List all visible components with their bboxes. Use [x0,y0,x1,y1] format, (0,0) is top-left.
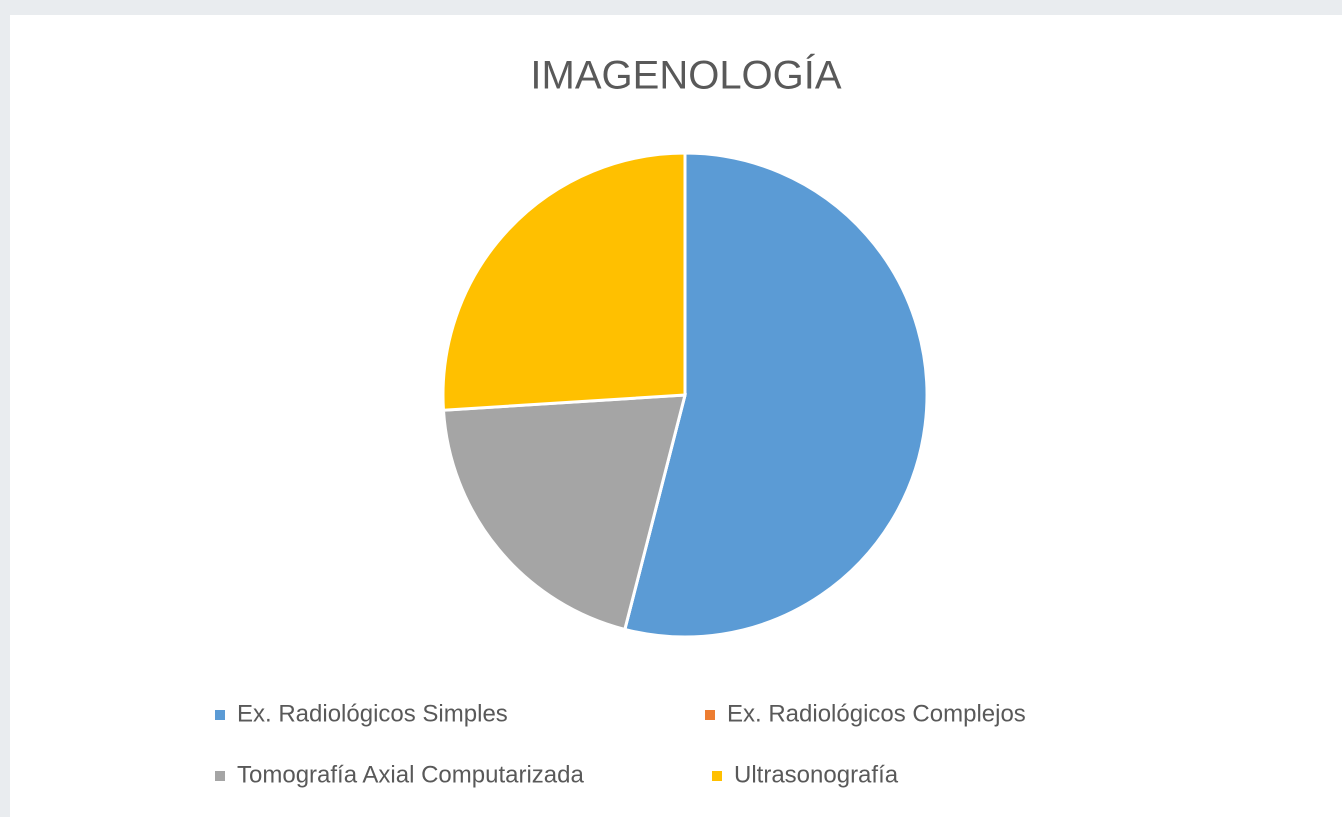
chart-title: IMAGENOLOGÍA [530,53,841,98]
legend-swatch [215,771,225,781]
legend-label: Ex. Radiológicos Simples [237,700,508,727]
legend-label: Ultrasonografía [734,761,899,788]
legend-swatch [705,710,715,720]
legend-label: Ex. Radiológicos Complejos [727,700,1026,727]
pie-slice [441,151,687,412]
legend-label: Tomografía Axial Computarizada [237,761,584,788]
pie-slice [441,393,687,632]
pie-slice [622,151,929,639]
legend-swatch [215,710,225,720]
legend-swatch [712,771,722,781]
